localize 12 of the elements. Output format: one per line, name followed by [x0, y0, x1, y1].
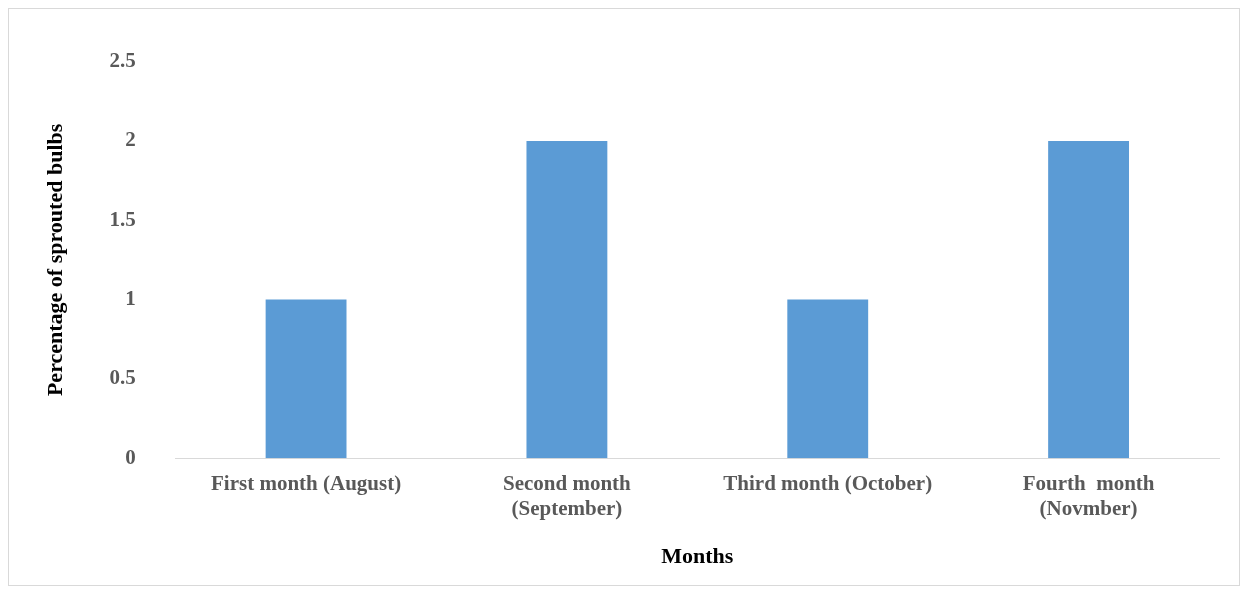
y-tick-label: 2 [125, 127, 136, 152]
y-axis-title: Percentage of sprouted bulbs [41, 123, 67, 397]
x-tick-label: Third month (October) [723, 471, 933, 496]
y-tick-label: 0.5 [109, 365, 136, 390]
x-tick-label: Second month (September) [503, 471, 632, 521]
y-tick-label: 1 [125, 285, 136, 310]
y-tick-label: 0 [125, 444, 136, 469]
x-axis-title: Months [661, 543, 734, 569]
y-tick-label: 1.5 [109, 206, 136, 231]
y-tick-label: 2.5 [109, 48, 136, 73]
x-tick-label: First month (August) [210, 471, 402, 496]
x-tick-label: Fourth month (Novmber) [1022, 471, 1155, 521]
